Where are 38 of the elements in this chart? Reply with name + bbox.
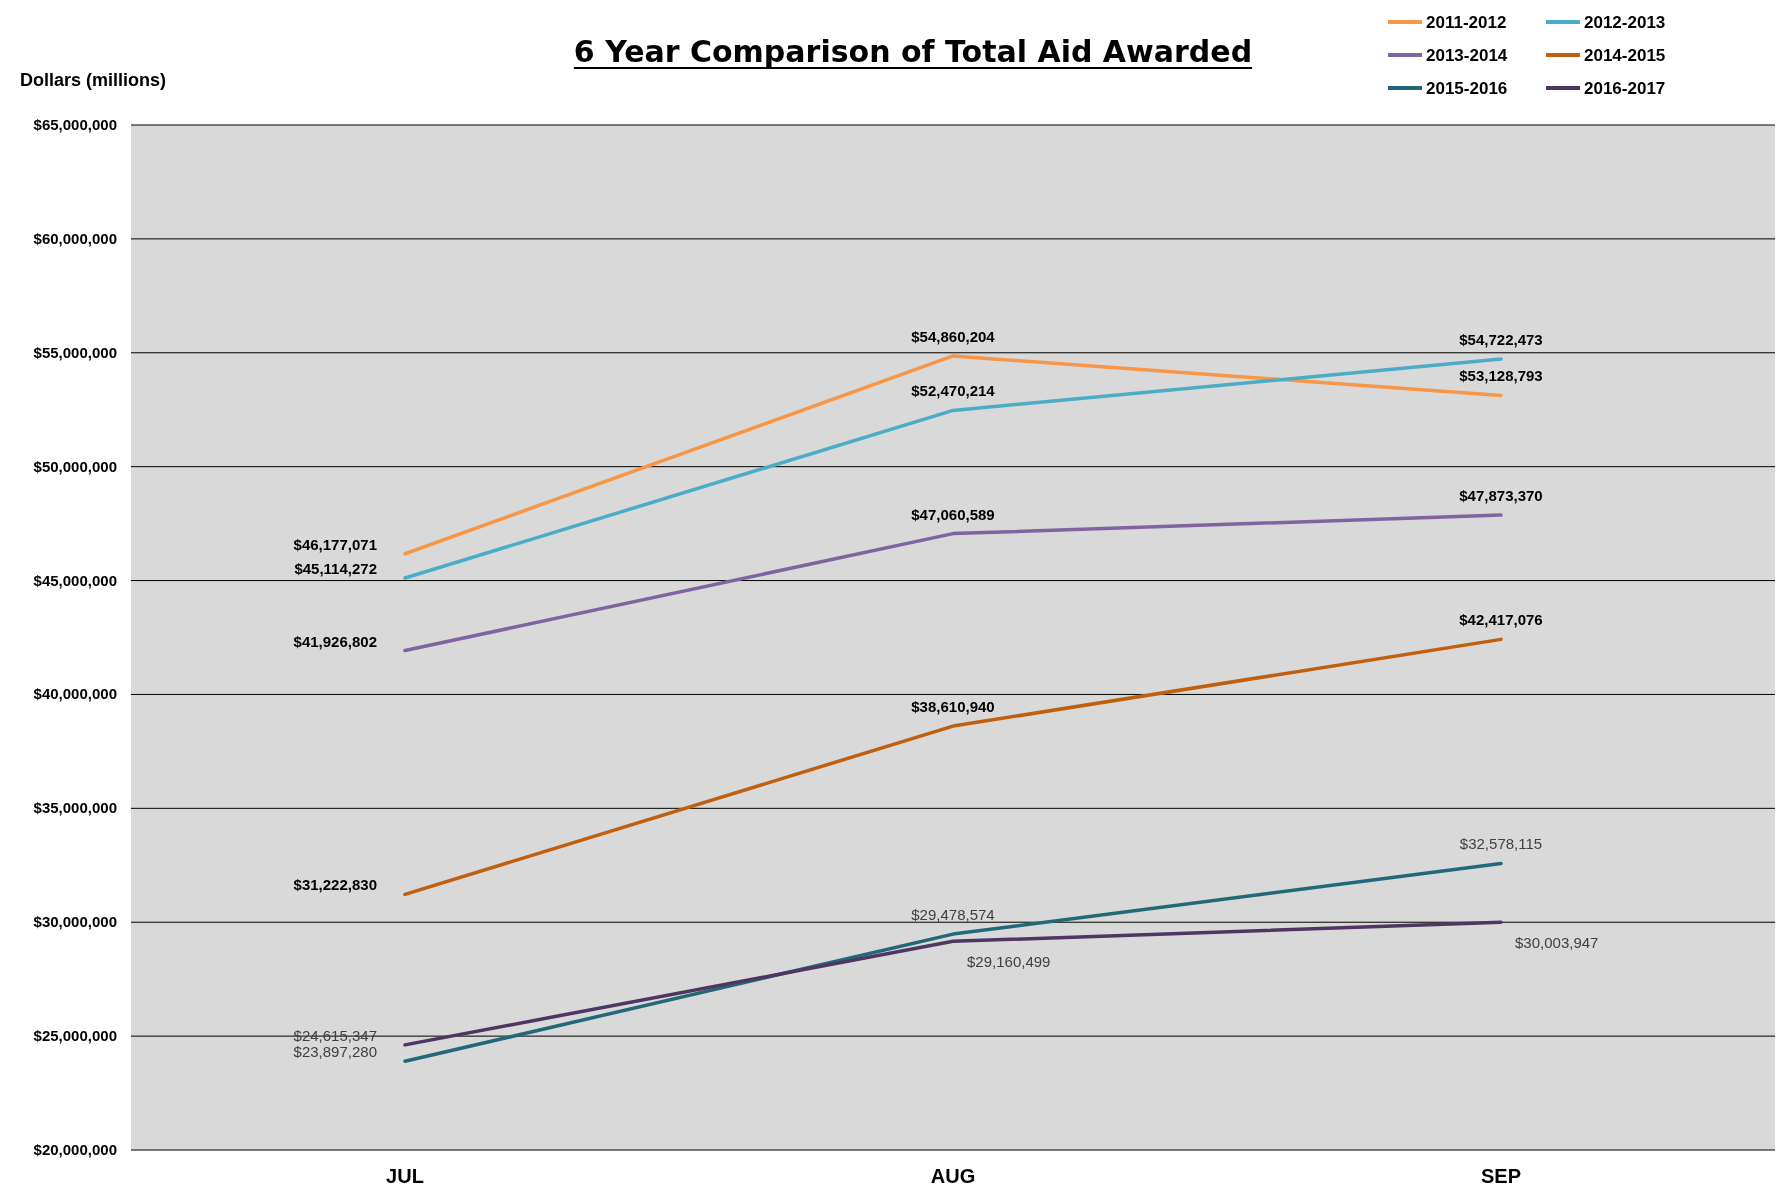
y-tick-label: $20,000,000 bbox=[33, 1141, 117, 1158]
data-label: $23,897,280 bbox=[293, 1043, 377, 1061]
data-label: $31,222,830 bbox=[293, 876, 377, 894]
x-tick-label: SEP bbox=[1480, 1165, 1522, 1187]
y-tick-label: $65,000,000 bbox=[33, 116, 117, 133]
y-tick-label: $25,000,000 bbox=[33, 1027, 117, 1045]
y-tick-label: $30,000,000 bbox=[33, 913, 117, 931]
data-label: $47,873,370 bbox=[1459, 487, 1543, 505]
y-tick-label: $40,000,000 bbox=[33, 685, 117, 703]
data-label: $29,160,499 bbox=[967, 953, 1051, 971]
data-label: $46,177,071 bbox=[293, 535, 377, 553]
data-label: $54,722,473 bbox=[1459, 331, 1543, 349]
legend-label: 2015-2016 bbox=[1426, 79, 1508, 98]
chart-title: 6 Year Comparison of Total Aid Awarded bbox=[573, 34, 1253, 69]
x-tick-label: AUG bbox=[930, 1165, 976, 1187]
legend-label: 2016-2017 bbox=[1584, 79, 1666, 98]
x-tick-label: JUL bbox=[386, 1165, 424, 1187]
data-label: $52,470,214 bbox=[911, 382, 996, 400]
y-tick-label: $45,000,000 bbox=[33, 571, 117, 589]
data-label: $53,128,793 bbox=[1459, 367, 1543, 385]
y-tick-label: $60,000,000 bbox=[33, 229, 117, 247]
data-label: $47,060,589 bbox=[911, 505, 995, 523]
y-axis-title: Dollars (millions) bbox=[20, 70, 167, 90]
data-label: $30,003,947 bbox=[1515, 934, 1599, 952]
data-label: $38,610,940 bbox=[911, 698, 995, 716]
legend-label: 2012-2013 bbox=[1584, 13, 1666, 32]
data-label: $29,478,574 bbox=[911, 906, 995, 924]
data-label: $54,860,204 bbox=[911, 327, 996, 345]
y-tick-label: $55,000,000 bbox=[33, 343, 117, 361]
y-tick-label: $35,000,000 bbox=[33, 799, 117, 817]
y-tick-label: $50,000,000 bbox=[33, 457, 117, 475]
legend-label: 2013-2014 bbox=[1426, 46, 1508, 65]
legend-label: 2011-2012 bbox=[1426, 13, 1507, 32]
data-label: $45,114,272 bbox=[294, 559, 377, 577]
data-label: $42,417,076 bbox=[1459, 611, 1543, 629]
legend-label: 2014-2015 bbox=[1584, 46, 1666, 65]
data-label: $41,926,802 bbox=[293, 632, 377, 650]
data-label: $32,578,115 bbox=[1459, 835, 1543, 853]
